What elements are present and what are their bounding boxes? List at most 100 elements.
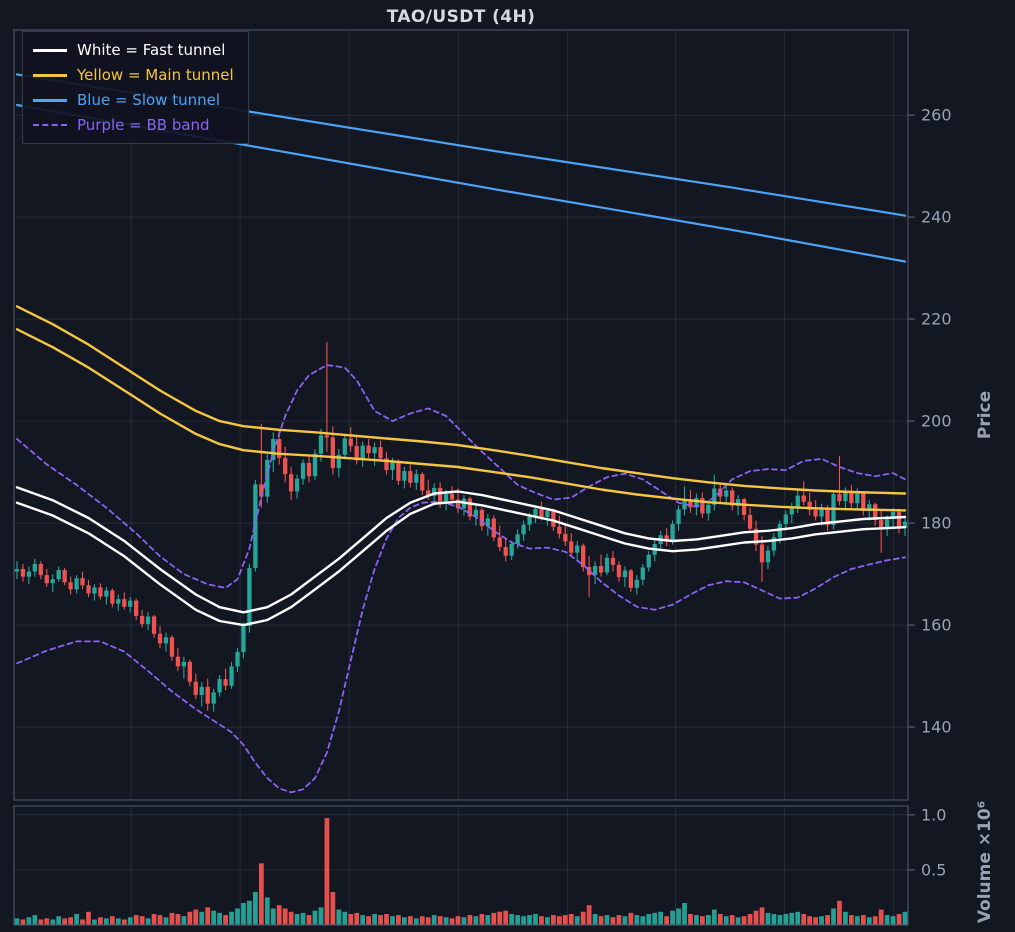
volume-bar: [20, 919, 26, 925]
volume-bar: [592, 913, 598, 925]
candle-body: [634, 579, 639, 588]
candle-body: [378, 447, 383, 459]
legend-line-sample: [33, 98, 67, 102]
candle-body: [879, 520, 884, 529]
candle-body: [181, 661, 186, 667]
volume-bar: [723, 916, 729, 925]
candle-body: [38, 563, 43, 576]
price-tick-label: 220: [921, 310, 952, 329]
volume-bar: [556, 916, 562, 925]
volume-bar: [294, 913, 300, 925]
candle-body: [545, 510, 550, 517]
volume-bar: [843, 911, 848, 925]
main-tunnel-lower-line: [15, 328, 907, 512]
candle-body: [873, 504, 878, 521]
volume-bar: [443, 917, 449, 925]
volume-bar: [753, 910, 759, 925]
candle-body: [80, 578, 85, 586]
volume-bar: [288, 911, 294, 925]
candle-body: [861, 493, 866, 511]
candle-body: [539, 508, 544, 517]
candle-body: [527, 515, 532, 525]
candle-body: [277, 438, 282, 458]
candle-body: [134, 600, 139, 616]
candle-body: [223, 679, 228, 686]
legend-item-label: Purple = BB band: [77, 116, 210, 134]
candle-body: [92, 587, 97, 594]
volume-bar: [783, 913, 789, 925]
volume-bar: [38, 919, 44, 925]
candle-body: [724, 490, 729, 497]
candle-body: [217, 679, 222, 693]
candle-body: [205, 686, 210, 704]
volume-bar: [676, 908, 681, 925]
candle-body: [14, 569, 20, 572]
candle-body: [288, 474, 294, 492]
volume-bar: [747, 913, 753, 925]
price-tick-label: 200: [921, 412, 952, 431]
volume-bar: [253, 891, 258, 925]
candle-body: [241, 626, 246, 653]
volume-bar: [807, 916, 813, 925]
volume-bar: [396, 915, 401, 925]
price-panel-border: [13, 29, 909, 801]
volume-bar: [759, 907, 765, 925]
volume-bar: [521, 916, 526, 925]
candle-body: [563, 533, 568, 542]
candle-body: [437, 487, 443, 504]
candle-body: [193, 681, 198, 695]
volume-bar: [402, 917, 407, 925]
candle-body: [169, 637, 175, 657]
candle-body: [199, 686, 204, 695]
candle-body: [628, 570, 633, 588]
volume-bar: [306, 915, 312, 925]
volume-bar: [330, 891, 336, 925]
volume-bar: [884, 915, 890, 925]
legend-item-label: White = Fast tunnel: [77, 41, 226, 59]
volume-bar: [735, 917, 741, 925]
volume-bar: [801, 913, 807, 925]
volume-bar: [258, 863, 264, 925]
volume-bar: [854, 916, 860, 925]
candle-body: [330, 437, 335, 469]
volume-bar: [729, 915, 735, 925]
candle-body: [157, 633, 163, 644]
volume-bar: [896, 913, 902, 925]
candle-body: [759, 544, 765, 563]
candle-body: [455, 499, 461, 509]
bb-upper-line: [16, 364, 906, 589]
volume-bar: [509, 913, 515, 925]
candle-body: [688, 499, 693, 508]
candle-body: [610, 557, 616, 565]
candle-body: [741, 499, 747, 515]
volume-bar: [205, 907, 211, 925]
candle-body: [849, 491, 854, 504]
candle-body: [783, 514, 788, 525]
volume-bar: [56, 916, 62, 925]
candle-body: [819, 508, 824, 517]
volume-bar: [849, 915, 854, 925]
volume-bar: [413, 918, 419, 925]
candle-body: [467, 498, 473, 517]
price-tick-label: 160: [921, 616, 952, 635]
volume-bar: [479, 913, 485, 925]
candle-body: [348, 438, 353, 447]
candle-body: [694, 498, 699, 508]
candle-body: [801, 495, 806, 502]
volume-bar: [551, 915, 556, 925]
candle-body: [747, 514, 753, 529]
volume-bar: [598, 916, 604, 925]
volume-bar: [640, 916, 646, 925]
legend-item: Yellow = Main tunnel: [33, 66, 234, 84]
legend-line-sample: [33, 48, 67, 52]
volume-bar: [705, 915, 711, 925]
volume-bar: [282, 908, 288, 925]
volume-bar: [425, 917, 431, 925]
candle-body: [312, 453, 318, 477]
volume-bar: [652, 912, 658, 925]
volume-bar: [473, 916, 479, 925]
candle-body: [259, 484, 264, 497]
volume-bar: [139, 916, 145, 925]
candle-body: [616, 564, 622, 578]
volume-bar: [437, 916, 443, 925]
